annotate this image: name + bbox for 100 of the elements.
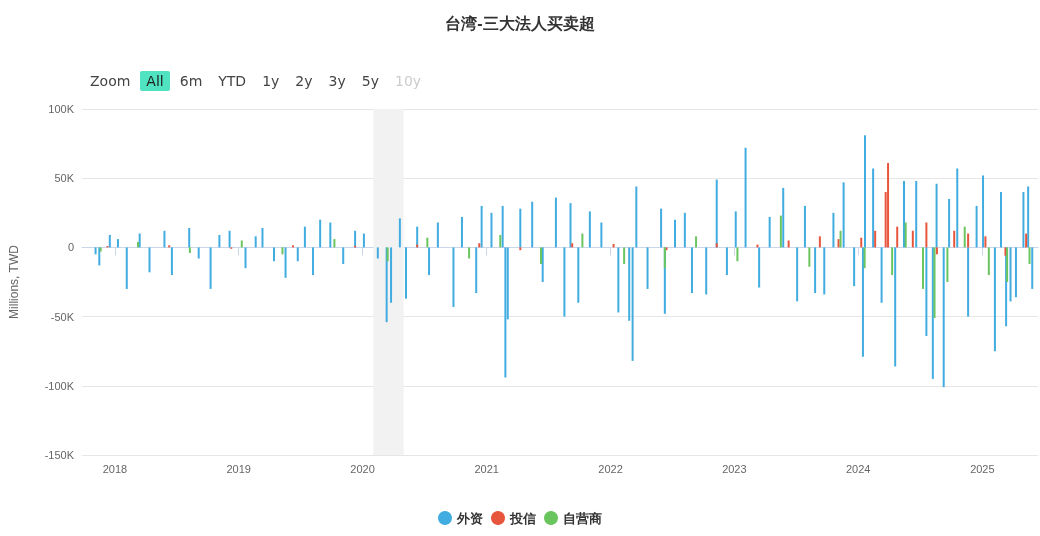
bar bbox=[904, 222, 907, 248]
x-tick-label: 2024 bbox=[845, 462, 871, 475]
bar bbox=[218, 234, 221, 248]
bar bbox=[571, 243, 574, 248]
bar bbox=[273, 247, 276, 262]
bar bbox=[426, 237, 429, 248]
bar bbox=[1022, 192, 1025, 248]
bar bbox=[839, 230, 842, 248]
bar bbox=[478, 243, 481, 248]
text: 1y bbox=[261, 72, 281, 91]
bar bbox=[398, 218, 401, 248]
bar bbox=[342, 247, 345, 265]
bar bbox=[715, 243, 718, 248]
bar bbox=[818, 236, 821, 248]
bar bbox=[861, 247, 864, 357]
text: 2y bbox=[294, 72, 314, 91]
bar bbox=[967, 247, 970, 317]
bar bbox=[823, 247, 826, 295]
bar bbox=[468, 247, 471, 259]
bar bbox=[925, 222, 928, 248]
bar bbox=[312, 247, 315, 276]
bar bbox=[98, 247, 101, 266]
bar bbox=[296, 247, 299, 262]
bar bbox=[872, 168, 875, 248]
bar bbox=[292, 245, 295, 248]
bar bbox=[705, 247, 708, 295]
bar bbox=[541, 247, 544, 282]
bar bbox=[581, 233, 584, 248]
bar bbox=[631, 247, 634, 361]
bar bbox=[663, 247, 666, 269]
bar bbox=[911, 230, 914, 248]
bar bbox=[99, 247, 102, 252]
bar bbox=[116, 239, 119, 248]
bar bbox=[803, 205, 806, 248]
bar bbox=[635, 186, 638, 248]
bar bbox=[244, 247, 247, 269]
bar bbox=[281, 247, 284, 255]
bar bbox=[617, 247, 620, 313]
bar bbox=[108, 234, 111, 248]
bar bbox=[588, 211, 591, 248]
bar bbox=[452, 247, 455, 307]
bar bbox=[915, 180, 918, 248]
bar bbox=[170, 247, 173, 276]
bar bbox=[125, 247, 128, 289]
bar bbox=[956, 168, 959, 248]
bar bbox=[163, 230, 166, 248]
bar bbox=[935, 247, 938, 255]
bar bbox=[963, 226, 966, 248]
text: All bbox=[140, 71, 170, 91]
bar bbox=[254, 236, 257, 248]
bar bbox=[1031, 247, 1034, 289]
bar bbox=[519, 208, 522, 248]
bar bbox=[1014, 247, 1017, 298]
bar bbox=[695, 236, 698, 248]
bar bbox=[240, 240, 243, 248]
bar bbox=[404, 247, 407, 299]
bar bbox=[880, 247, 883, 303]
bar bbox=[660, 208, 663, 248]
text: Zoom bbox=[89, 72, 132, 91]
bar bbox=[569, 203, 572, 248]
legend-label: 自营商 bbox=[563, 510, 602, 526]
bar bbox=[894, 247, 897, 367]
text: 6m bbox=[178, 72, 204, 91]
bar bbox=[896, 226, 899, 248]
bar bbox=[948, 198, 951, 248]
bar bbox=[925, 247, 928, 336]
bar bbox=[665, 247, 668, 251]
bar bbox=[460, 216, 463, 248]
bar bbox=[1000, 192, 1003, 248]
bar bbox=[975, 205, 978, 248]
bar bbox=[504, 247, 507, 378]
bar bbox=[628, 247, 631, 321]
bar bbox=[354, 230, 357, 248]
x-tick-label: 2021 bbox=[474, 462, 499, 475]
bar bbox=[623, 247, 626, 265]
bar bbox=[779, 215, 782, 248]
bar bbox=[933, 247, 936, 318]
bar bbox=[725, 247, 728, 276]
bar bbox=[136, 241, 139, 248]
chart-title: 台湾-三大法人买卖超 bbox=[445, 13, 595, 32]
bar bbox=[416, 226, 419, 248]
bar bbox=[903, 180, 905, 248]
bar bbox=[390, 247, 393, 303]
bar bbox=[863, 247, 866, 269]
bar bbox=[284, 247, 287, 278]
bar bbox=[734, 211, 737, 248]
y-tick-label: 0 bbox=[67, 241, 74, 254]
bar bbox=[1027, 186, 1030, 248]
bar bbox=[853, 247, 856, 287]
bar bbox=[1006, 247, 1009, 282]
bar bbox=[188, 247, 191, 253]
legend-label: 投信 bbox=[509, 510, 536, 526]
legend-label: 外资 bbox=[456, 510, 483, 526]
bar bbox=[891, 247, 894, 276]
bar bbox=[197, 247, 200, 259]
bar bbox=[931, 247, 934, 379]
bar bbox=[837, 239, 840, 248]
bar bbox=[333, 239, 336, 248]
bar bbox=[832, 212, 835, 248]
bar bbox=[690, 247, 693, 294]
